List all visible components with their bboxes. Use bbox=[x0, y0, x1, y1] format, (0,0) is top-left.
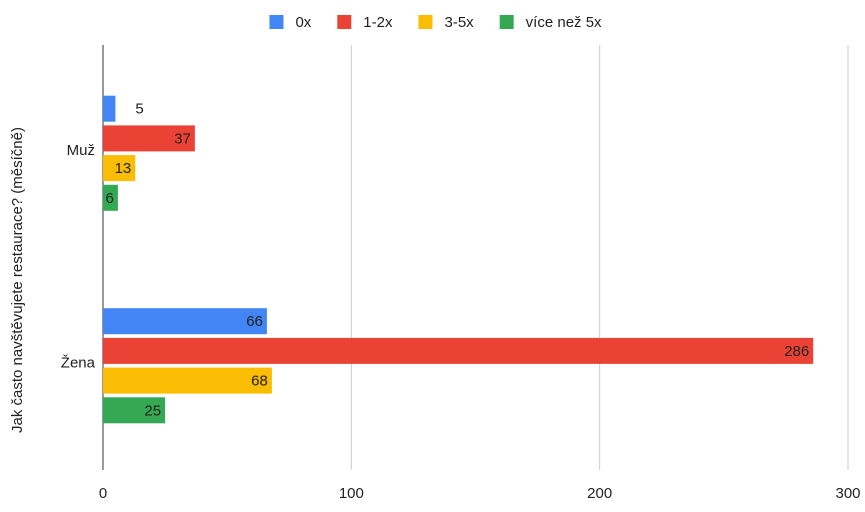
bar bbox=[103, 337, 814, 364]
bar bbox=[103, 367, 272, 394]
data-label: 37 bbox=[174, 130, 191, 147]
data-label: 25 bbox=[144, 402, 161, 419]
data-label: 286 bbox=[784, 343, 809, 360]
x-tick-label: 0 bbox=[99, 485, 107, 502]
legend-swatch bbox=[499, 15, 514, 29]
data-label: 5 bbox=[135, 101, 143, 118]
legend: 0x 1-2x 3-5x více než 5x bbox=[269, 14, 602, 31]
legend-label: 3-5x bbox=[444, 14, 474, 31]
bar bbox=[103, 308, 267, 335]
legend-swatch bbox=[269, 15, 284, 29]
x-tick-label: 300 bbox=[835, 485, 860, 502]
legend-swatch bbox=[337, 15, 352, 29]
legend-swatch bbox=[418, 15, 433, 29]
data-label: 68 bbox=[251, 373, 268, 390]
data-label: 6 bbox=[106, 190, 114, 207]
x-tick-label: 200 bbox=[587, 485, 612, 502]
bar bbox=[103, 125, 195, 152]
x-tick-label: 100 bbox=[339, 485, 364, 502]
bar bbox=[103, 397, 166, 424]
data-label: 13 bbox=[115, 160, 132, 177]
data-label: 66 bbox=[246, 313, 263, 330]
bar bbox=[103, 155, 136, 182]
legend-label: 0x bbox=[295, 14, 311, 31]
bar bbox=[103, 95, 116, 122]
y-tick-label: Muž bbox=[67, 142, 95, 159]
legend-label: více než 5x bbox=[526, 14, 602, 31]
legend-label: 1-2x bbox=[363, 14, 393, 31]
y-tick-label: Žena bbox=[61, 355, 96, 372]
bar bbox=[103, 184, 118, 211]
y-axis-title: Jak často navštěvujete restaurace? (měsí… bbox=[9, 127, 26, 433]
